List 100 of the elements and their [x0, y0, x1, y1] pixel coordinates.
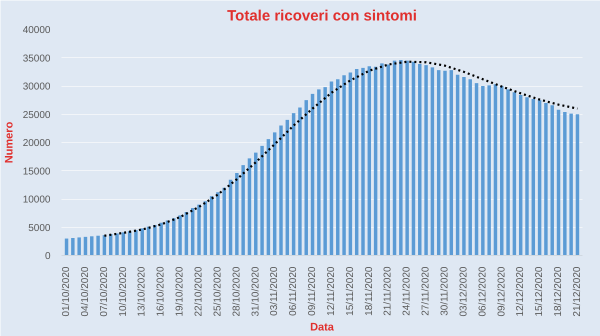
- bar: [456, 74, 460, 256]
- bar: [71, 238, 75, 256]
- bar: [134, 230, 138, 256]
- bar: [380, 63, 384, 256]
- bar: [90, 236, 94, 256]
- bar: [128, 231, 132, 256]
- bar: [342, 75, 346, 256]
- bar: [569, 114, 573, 256]
- bar: [544, 102, 548, 256]
- bar: [178, 215, 182, 256]
- y-tick-label: 10000: [22, 194, 51, 206]
- bar: [550, 105, 554, 256]
- x-tick-label: 19/10/2020: [174, 266, 186, 317]
- x-tick-label: 16/10/2020: [156, 266, 167, 317]
- x-tick-label: 03/11/2020: [269, 266, 280, 316]
- bar: [228, 180, 232, 256]
- bar: [468, 79, 472, 256]
- bar: [450, 70, 454, 256]
- bar: [166, 220, 170, 256]
- bar: [204, 201, 208, 256]
- bar: [556, 110, 560, 256]
- bar: [506, 89, 510, 256]
- bar: [241, 165, 245, 256]
- x-tick-label: 09/12/2020: [496, 266, 508, 317]
- x-tick-label: 21/11/2020: [382, 266, 394, 316]
- y-tick-label: 35000: [22, 53, 51, 64]
- line-series: [103, 60, 579, 237]
- bar: [260, 146, 264, 256]
- bar: [336, 79, 340, 256]
- x-tick-label: 07/10/2020: [98, 266, 110, 317]
- bar: [298, 107, 302, 256]
- x-tick-label: 12/12/2020: [515, 266, 526, 317]
- bar: [190, 208, 194, 256]
- x-tick-label: 30/11/2020: [439, 266, 450, 316]
- y-tick-label: 15000: [22, 166, 51, 178]
- bar: [77, 237, 81, 256]
- x-tick-label: 12/11/2020: [326, 266, 337, 316]
- bar: [310, 94, 314, 256]
- bar: [153, 224, 157, 256]
- y-tick-label: 40000: [22, 25, 51, 36]
- x-tick-label: 10/10/2020: [118, 266, 129, 317]
- bar: [159, 222, 163, 256]
- bar: [140, 228, 144, 256]
- bar: [399, 60, 403, 256]
- x-tick-label: 18/12/2020: [553, 266, 564, 317]
- bar: [576, 114, 580, 256]
- bar: [405, 60, 409, 256]
- bar: [494, 84, 498, 256]
- bar: [330, 81, 334, 256]
- y-axis-title: Numero: [4, 121, 16, 164]
- bar: [146, 226, 150, 256]
- y-tick-label: 0: [44, 251, 51, 262]
- x-tick-label: 24/11/2020: [402, 266, 413, 316]
- bar: [84, 236, 88, 256]
- bar: [462, 76, 466, 256]
- y-tick-label: 5000: [28, 222, 51, 234]
- bar: [286, 120, 290, 256]
- bar: [248, 158, 252, 256]
- x-tick-label: 22/10/2020: [194, 266, 205, 317]
- bar: [538, 100, 542, 256]
- bar: [317, 89, 321, 256]
- x-tick-label: 01/10/2020: [61, 266, 72, 317]
- x-tick-label: 03/12/2020: [458, 266, 470, 317]
- bar: [172, 218, 176, 256]
- bar: [210, 196, 214, 256]
- x-tick-label: 06/11/2020: [288, 266, 300, 316]
- bar: [500, 86, 504, 256]
- bar: [323, 87, 327, 256]
- bar: [474, 83, 478, 256]
- bar: [392, 60, 396, 256]
- x-tick-label: 04/10/2020: [80, 266, 91, 317]
- x-tick-label: 15/11/2020: [344, 266, 356, 316]
- bar: [96, 236, 100, 256]
- bar: [418, 64, 422, 256]
- bar: [222, 188, 226, 256]
- bar: [272, 132, 276, 256]
- x-tick-label: 27/11/2020: [420, 266, 432, 316]
- bar: [512, 92, 516, 256]
- x-tick-label: 06/12/2020: [477, 266, 488, 317]
- bar: [424, 65, 428, 256]
- bar: [374, 66, 378, 256]
- x-tick-label: 15/12/2020: [534, 266, 546, 317]
- bar: [292, 113, 296, 256]
- bar: [304, 100, 308, 256]
- bar: [348, 72, 352, 256]
- bar: [412, 62, 416, 256]
- bar: [184, 212, 188, 256]
- x-tick-label: 31/10/2020: [250, 266, 262, 317]
- bar: [430, 67, 434, 256]
- bar: [108, 234, 112, 256]
- bar: [235, 173, 239, 256]
- bar: [436, 70, 440, 256]
- chart-title: Totale ricoveri con sintomi: [227, 8, 417, 24]
- bar: [487, 85, 491, 256]
- bar: [64, 238, 68, 256]
- y-tick-label: 30000: [22, 82, 51, 92]
- bar: [266, 139, 270, 256]
- bar: [122, 232, 126, 256]
- bar: [254, 152, 258, 256]
- x-tick-label: 21/12/2020: [572, 266, 583, 317]
